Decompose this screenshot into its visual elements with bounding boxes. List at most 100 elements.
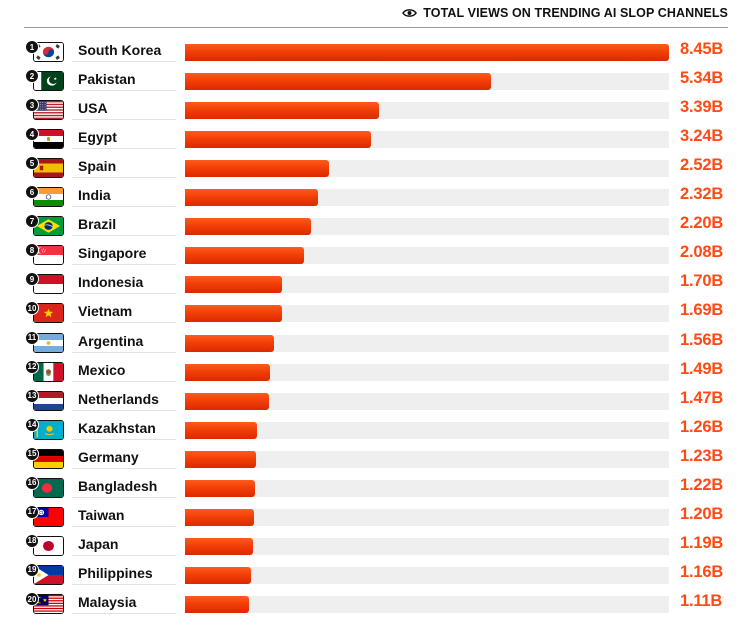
label-underline — [72, 177, 176, 179]
label-underline — [72, 380, 176, 382]
chart-row-malaysia: 20 Malaysia 1.11B — [0, 589, 752, 618]
label-underline — [72, 438, 176, 440]
bar-egypt — [185, 131, 371, 149]
mexico-flag-icon — [33, 361, 64, 382]
value-label: 1.26B — [680, 417, 724, 436]
bar-track — [185, 276, 669, 294]
value-label: 8.45B — [680, 40, 724, 58]
label-underline — [72, 264, 176, 266]
egypt-flag-icon — [33, 129, 64, 150]
chart-row-singapore: 8 Singapore 2.08B — [0, 240, 752, 269]
bar-philippines — [185, 566, 252, 584]
chart-row-brazil: 7 Brazil 2.20B — [0, 211, 752, 240]
rank-badge: 1 — [25, 40, 39, 54]
rank-badge: 11 — [25, 330, 39, 345]
bar-malaysia — [185, 596, 249, 613]
rank-badge: 2 — [25, 69, 39, 83]
rank-badge: 20 — [25, 592, 39, 606]
rank-badge: 4 — [25, 127, 39, 142]
label-underline — [72, 293, 176, 295]
label-underline — [72, 583, 176, 585]
country-label: Mexico — [78, 361, 126, 378]
country-label: Pakistan — [78, 71, 136, 87]
bar-usa — [185, 102, 380, 120]
country-label: Malaysia — [78, 594, 137, 610]
bar-argentina — [185, 334, 275, 352]
country-label: Egypt — [78, 129, 117, 146]
country-label: Bangladesh — [78, 477, 158, 494]
country-label: USA — [78, 100, 108, 117]
label-underline — [72, 206, 176, 208]
chart-row-argentina: 11 Argentina 1.56B — [0, 328, 752, 357]
rank-badge: 9 — [25, 272, 39, 287]
bar-spain — [185, 160, 330, 178]
label-underline — [72, 409, 176, 411]
value-label: 5.34B — [680, 69, 724, 87]
chart-row-india: 6 India 2.32B — [0, 182, 752, 211]
chart-row-kazakhstan: 14 Kazakhstan 1.26B — [0, 415, 752, 444]
usa-flag-icon — [33, 100, 64, 121]
value-label: 2.20B — [680, 214, 724, 233]
label-underline — [72, 467, 176, 469]
label-underline — [72, 351, 176, 353]
label-underline — [72, 235, 176, 237]
bar-taiwan — [185, 508, 254, 526]
value-label: 1.11B — [680, 592, 723, 610]
pakistan-flag-icon — [33, 71, 64, 91]
rank-badge: 13 — [25, 388, 39, 403]
bar-track — [185, 305, 669, 323]
bar-indonesia — [185, 276, 283, 294]
value-label: 3.24B — [680, 127, 724, 146]
rank-badge: 5 — [25, 156, 39, 171]
chart-row-egypt: 4 Egypt 3.24B — [0, 124, 752, 153]
value-label: 1.19B — [680, 533, 724, 552]
chart-row-netherlands: 13 Netherlands 1.47B — [0, 386, 752, 415]
chart-row-spain: 5 Spain 2.52B — [0, 153, 752, 182]
bar-track — [185, 363, 669, 381]
bar-bangladesh — [185, 479, 255, 497]
bar-track — [185, 566, 669, 584]
bar-vietnam — [185, 305, 282, 323]
country-label: India — [78, 187, 111, 204]
bar-germany — [185, 450, 256, 468]
india-flag-icon — [33, 187, 64, 208]
value-label: 1.69B — [680, 301, 724, 320]
chart-title: TOTAL VIEWS ON TRENDING AI SLOP CHANNELS — [423, 6, 728, 20]
label-underline — [72, 613, 176, 614]
bar-japan — [185, 537, 254, 555]
label-underline — [72, 90, 176, 91]
chart-row-pakistan: 2 Pakistan 5.34B — [0, 66, 752, 95]
value-label: 2.52B — [680, 156, 724, 175]
rank-badge: 3 — [25, 98, 39, 113]
rank-badge: 18 — [25, 533, 39, 548]
argentina-flag-icon — [33, 332, 64, 353]
bar-track — [185, 392, 669, 410]
label-underline — [72, 525, 176, 527]
rank-badge: 17 — [25, 504, 39, 519]
label-underline — [72, 496, 176, 498]
rank-badge: 7 — [25, 214, 39, 229]
country-label: Japan — [78, 535, 119, 552]
country-label: Indonesia — [78, 274, 144, 291]
bar-track — [185, 537, 669, 555]
value-label: 1.22B — [680, 475, 724, 494]
rank-badge: 16 — [25, 475, 39, 490]
bar-track — [185, 247, 669, 265]
bar-mexico — [185, 363, 271, 381]
chart-row-mexico: 12 Mexico 1.49B — [0, 357, 752, 386]
bar-singapore — [185, 247, 305, 265]
value-label: 1.49B — [680, 359, 724, 378]
rank-badge: 19 — [25, 562, 39, 577]
value-label: 1.16B — [680, 562, 724, 581]
chart-row-south-korea: 1 South Korea 8.45B — [0, 37, 752, 66]
value-label: 3.39B — [680, 98, 724, 117]
bar-india — [185, 189, 318, 207]
value-label: 2.32B — [680, 185, 724, 204]
label-underline — [72, 119, 176, 121]
chart-row-bangladesh: 16 Bangladesh 1.22B — [0, 473, 752, 502]
country-label: Spain — [78, 158, 117, 175]
country-label: Argentina — [78, 332, 144, 349]
value-label: 1.23B — [680, 446, 724, 465]
country-label: Singapore — [78, 245, 147, 262]
spain-flag-icon — [33, 158, 64, 179]
